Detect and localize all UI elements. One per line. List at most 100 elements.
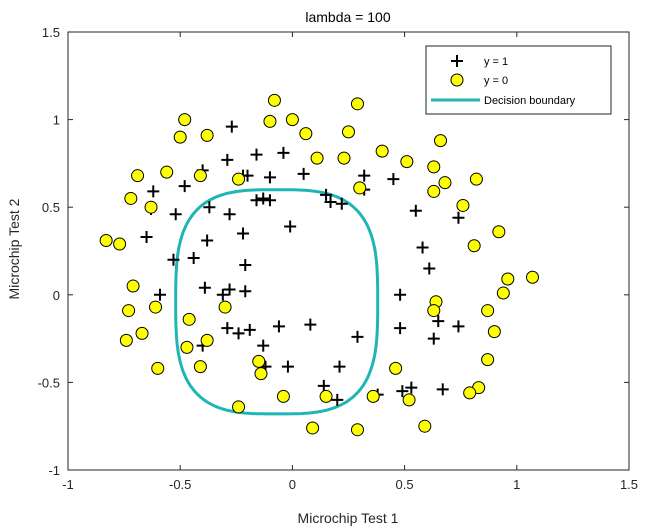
positive-point-marker (257, 192, 270, 205)
positive-point-marker (223, 283, 236, 296)
negative-point-marker (232, 172, 246, 186)
positive-point-marker (223, 208, 236, 221)
negative-point-marker (350, 423, 364, 437)
negative-point-marker (427, 184, 441, 198)
positive-point-marker (225, 120, 238, 133)
positive-point-marker (324, 195, 337, 208)
negative-point-marker (151, 361, 165, 375)
negative-point-marker (200, 333, 214, 347)
positive-point-marker (304, 318, 317, 331)
negative-point-marker (402, 393, 416, 407)
negative-point-marker (463, 386, 477, 400)
negative-point-marker (306, 421, 320, 435)
x-tick-label: -0.5 (169, 477, 191, 492)
negative-point-marker (342, 125, 355, 139)
negative-point-marker (467, 239, 481, 253)
legend-entry-negative: y = 0 (450, 73, 508, 87)
positive-point-marker (432, 315, 445, 328)
positive-point-marker (263, 194, 276, 207)
y-axis-label: Microchip Test 2 (6, 198, 22, 299)
positive-point-marker (394, 288, 407, 301)
positive-point-marker (358, 169, 371, 182)
positive-point-marker (297, 167, 310, 180)
axes-box (67, 31, 630, 471)
negative-point-marker (375, 144, 389, 158)
positive-point-marker (331, 393, 344, 406)
data-points-layer (99, 93, 540, 437)
y-tick-label: 0 (53, 288, 60, 303)
positive-point-marker (198, 281, 211, 294)
negative-point-marker (319, 389, 333, 403)
negative-point-marker (160, 165, 174, 179)
negative-point-marker (389, 361, 403, 375)
x-tick-label: -1 (62, 477, 74, 492)
positive-point-marker (221, 322, 234, 335)
negative-point-marker (427, 160, 441, 174)
negative-point-marker (180, 340, 194, 354)
legend-label-positive: y = 1 (484, 56, 508, 68)
positive-point-marker (154, 288, 167, 301)
legend-label-negative: y = 0 (484, 75, 508, 87)
y-tick-label: -1 (48, 463, 60, 478)
negative-point-marker (366, 389, 380, 403)
negative-point-marker (487, 325, 501, 339)
legend: y = 1 y = 0 Decision boundary (425, 45, 612, 115)
negative-point-marker (144, 200, 158, 214)
negative-point-marker (178, 113, 192, 127)
positive-point-marker (232, 327, 245, 340)
positive-point-marker (216, 288, 229, 301)
negative-point-marker (124, 191, 138, 205)
positive-point-marker (409, 204, 422, 217)
negative-point-marker (526, 270, 540, 284)
positive-point-marker (257, 339, 270, 352)
positive-point-marker (169, 208, 182, 221)
negative-point-marker (427, 304, 441, 318)
negative-point-marker (310, 151, 324, 165)
negative-point-marker (299, 127, 313, 141)
negative-point-marker (135, 326, 149, 340)
negative-point-marker (193, 360, 207, 374)
negative-point-marker (182, 312, 196, 326)
positive-point-marker (250, 194, 263, 207)
negative-point-marker (285, 113, 299, 127)
negative-point-marker (276, 389, 290, 403)
negative-point-marker (400, 155, 414, 169)
positive-point-marker (405, 381, 418, 394)
negative-point-marker (263, 114, 277, 128)
negative-point-marker (254, 367, 268, 381)
negative-point-marker (481, 353, 495, 367)
positive-point-marker (452, 320, 465, 333)
negative-point-marker (438, 176, 452, 190)
negative-point-marker (496, 286, 510, 300)
y-tick-label: 0.5 (42, 200, 60, 215)
negative-point-marker (501, 272, 515, 286)
positive-point-marker (387, 173, 400, 186)
negative-point-marker (434, 134, 448, 148)
negative-point-marker (232, 400, 246, 414)
negative-point-marker (173, 130, 187, 144)
plot-area: -1 -0.5 0 0.5 1 1.5 -1 -0.5 0 0.5 1 1.5 (38, 25, 638, 492)
negative-point-marker (119, 333, 133, 347)
positive-point-marker (423, 262, 436, 275)
negative-point-marker (418, 419, 432, 433)
ticks-layer: -1 -0.5 0 0.5 1 1.5 -1 -0.5 0 0.5 1 1.5 (38, 25, 638, 492)
positive-point-marker (394, 322, 407, 335)
chart-title: lambda = 100 (305, 9, 390, 25)
positive-point-marker (427, 332, 440, 345)
negative-point-marker (353, 181, 367, 195)
negative-point-marker (126, 279, 140, 293)
positive-point-marker (201, 234, 214, 247)
legend-entry-positive: y = 1 (451, 55, 508, 68)
negative-point-marker (131, 169, 145, 183)
positive-point-marker (281, 360, 294, 373)
legend-plus-marker-icon (451, 55, 463, 67)
positive-point-marker (320, 188, 333, 201)
positive-point-marker (284, 220, 297, 233)
legend-entry-boundary: Decision boundary (431, 95, 576, 107)
positive-point-marker (333, 360, 346, 373)
negative-point-marker (267, 93, 281, 107)
negative-point-marker (200, 128, 214, 142)
positive-point-marker (221, 153, 234, 166)
negative-point-marker (337, 151, 351, 165)
